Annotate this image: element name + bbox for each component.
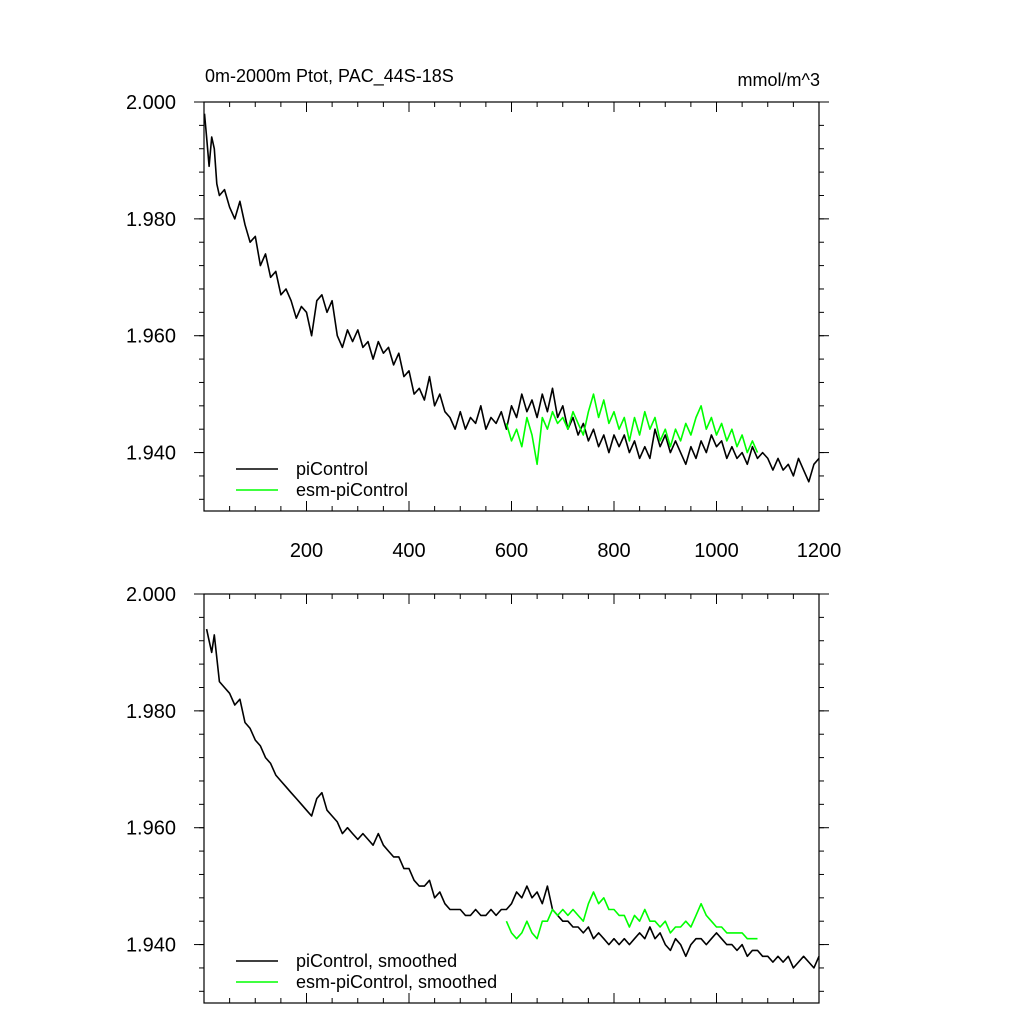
series-line-esm-picontrol bbox=[505, 891, 758, 940]
tick-marks bbox=[194, 593, 829, 1003]
legend-label: esm-piControl bbox=[296, 480, 408, 500]
x-tick-labels: 200 400 600 800 1000 1200 bbox=[290, 540, 841, 562]
x-tick-label: 1000 bbox=[694, 540, 739, 562]
y-tick-label: 1.940 bbox=[126, 935, 176, 957]
legend-label: piControl bbox=[296, 459, 368, 479]
x-tick-label: 800 bbox=[597, 540, 630, 562]
y-tick-label: 1.940 bbox=[126, 443, 176, 465]
y-tick-label: 1.960 bbox=[126, 818, 176, 840]
y-tick-label: 2.000 bbox=[126, 92, 176, 114]
legend-label: piControl, smoothed bbox=[296, 951, 457, 971]
series-line-esm-picontrol bbox=[505, 393, 759, 466]
plot-frame bbox=[203, 593, 820, 1004]
plot-panel-raw: 2.000 1.980 1.960 1.940 200 400 600 800 1000 120… bbox=[126, 92, 841, 562]
x-tick-label: 1200 bbox=[797, 540, 842, 562]
y-tick-label: 1.960 bbox=[126, 326, 176, 348]
plot-panel-smoothed: 2.000 1.980 1.960 1.940 piControl, smoothed… bbox=[126, 584, 829, 1004]
legend-label: esm-piControl, smoothed bbox=[296, 972, 497, 992]
series-line-picontrol bbox=[205, 628, 820, 969]
series-line-picontrol bbox=[203, 113, 820, 483]
y-tick-label: 1.980 bbox=[126, 701, 176, 723]
y-tick-label: 1.980 bbox=[126, 209, 176, 231]
chart-title: 0m-2000m Ptot, PAC_44S-18S bbox=[205, 66, 454, 87]
x-tick-label: 400 bbox=[392, 540, 425, 562]
series-lines bbox=[205, 628, 820, 969]
series-lines bbox=[203, 113, 820, 483]
x-tick-label: 600 bbox=[495, 540, 528, 562]
x-tick-label: 200 bbox=[290, 540, 323, 562]
units-label: mmol/m^3 bbox=[738, 70, 820, 90]
y-tick-labels: 2.000 1.980 1.960 1.940 bbox=[126, 92, 176, 465]
y-tick-labels: 2.000 1.980 1.960 1.940 bbox=[126, 584, 176, 957]
y-tick-label: 2.000 bbox=[126, 584, 176, 606]
plot-frame bbox=[203, 101, 820, 512]
